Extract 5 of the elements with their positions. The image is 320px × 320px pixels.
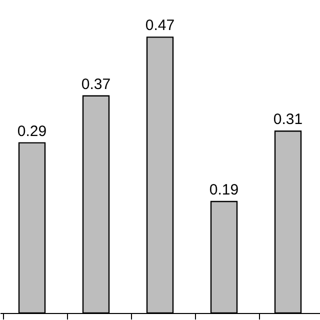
data-label: 0.19	[209, 182, 239, 199]
data-label: 0.29	[17, 122, 47, 140]
data-label: 0.31	[273, 111, 303, 128]
data-label: 0.47	[145, 17, 175, 34]
data-label: 0.37	[81, 76, 111, 93]
